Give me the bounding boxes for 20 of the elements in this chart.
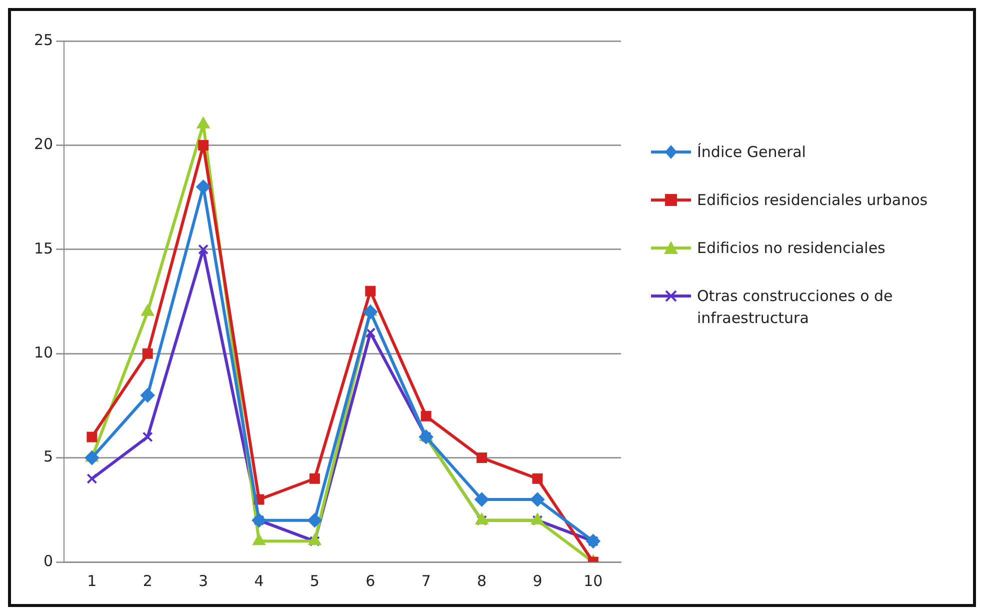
x-tick-label: 2 xyxy=(142,572,152,590)
y-tick-label: 25 xyxy=(34,30,54,49)
x-tick-label: 3 xyxy=(198,572,208,590)
x-tick-label: 8 xyxy=(477,572,487,590)
legend-label: Índice General xyxy=(697,142,806,163)
x-tick-label: 9 xyxy=(532,572,542,590)
y-tick-label: 10 xyxy=(34,343,54,362)
legend-label: Edificios no residenciales xyxy=(697,238,886,259)
y-tick-label: 15 xyxy=(34,239,54,258)
x-tick-label: 4 xyxy=(254,572,264,590)
legend-label: Edificios residenciales urbanos xyxy=(697,190,928,211)
y-tick-label: 5 xyxy=(44,448,54,466)
x-tick-label: 10 xyxy=(584,572,603,590)
y-tick-label: 20 xyxy=(34,135,54,154)
x-tick-label: 7 xyxy=(421,572,431,590)
legend-label: Otras construcciones o de infraestructura xyxy=(697,286,894,329)
x-tick-label: 1 xyxy=(87,572,97,590)
y-tick-label: 0 xyxy=(44,552,54,570)
x-tick-label: 6 xyxy=(366,572,376,590)
x-tick-label: 5 xyxy=(310,572,320,590)
